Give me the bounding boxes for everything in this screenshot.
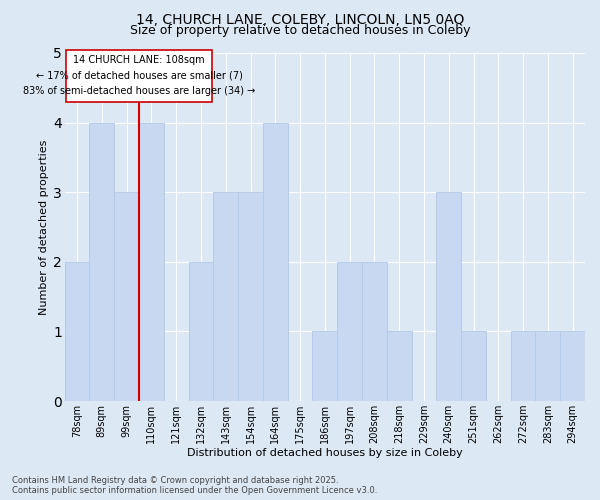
Bar [238, 192, 263, 401]
Text: Size of property relative to detached houses in Coleby: Size of property relative to detached ho… [130, 24, 470, 37]
FancyBboxPatch shape [66, 50, 212, 102]
Bar [188, 262, 214, 401]
Text: 14 CHURCH LANE: 108sqm
← 17% of detached houses are smaller (7)
83% of semi-deta: 14 CHURCH LANE: 108sqm ← 17% of detached… [23, 55, 255, 96]
Bar [511, 332, 535, 401]
Bar [114, 192, 139, 401]
Bar [313, 332, 337, 401]
Text: Contains HM Land Registry data © Crown copyright and database right 2025.
Contai: Contains HM Land Registry data © Crown c… [12, 476, 377, 495]
Bar [337, 262, 362, 401]
Bar [461, 332, 486, 401]
Bar [139, 122, 164, 401]
Bar [560, 332, 585, 401]
Bar [263, 122, 287, 401]
Text: 14, CHURCH LANE, COLEBY, LINCOLN, LN5 0AQ: 14, CHURCH LANE, COLEBY, LINCOLN, LN5 0A… [136, 12, 464, 26]
X-axis label: Distribution of detached houses by size in Coleby: Distribution of detached houses by size … [187, 448, 463, 458]
Bar [436, 192, 461, 401]
Bar [535, 332, 560, 401]
Bar [387, 332, 412, 401]
Bar [362, 262, 387, 401]
Y-axis label: Number of detached properties: Number of detached properties [39, 140, 49, 314]
Bar [214, 192, 238, 401]
Bar [65, 262, 89, 401]
Bar [89, 122, 114, 401]
